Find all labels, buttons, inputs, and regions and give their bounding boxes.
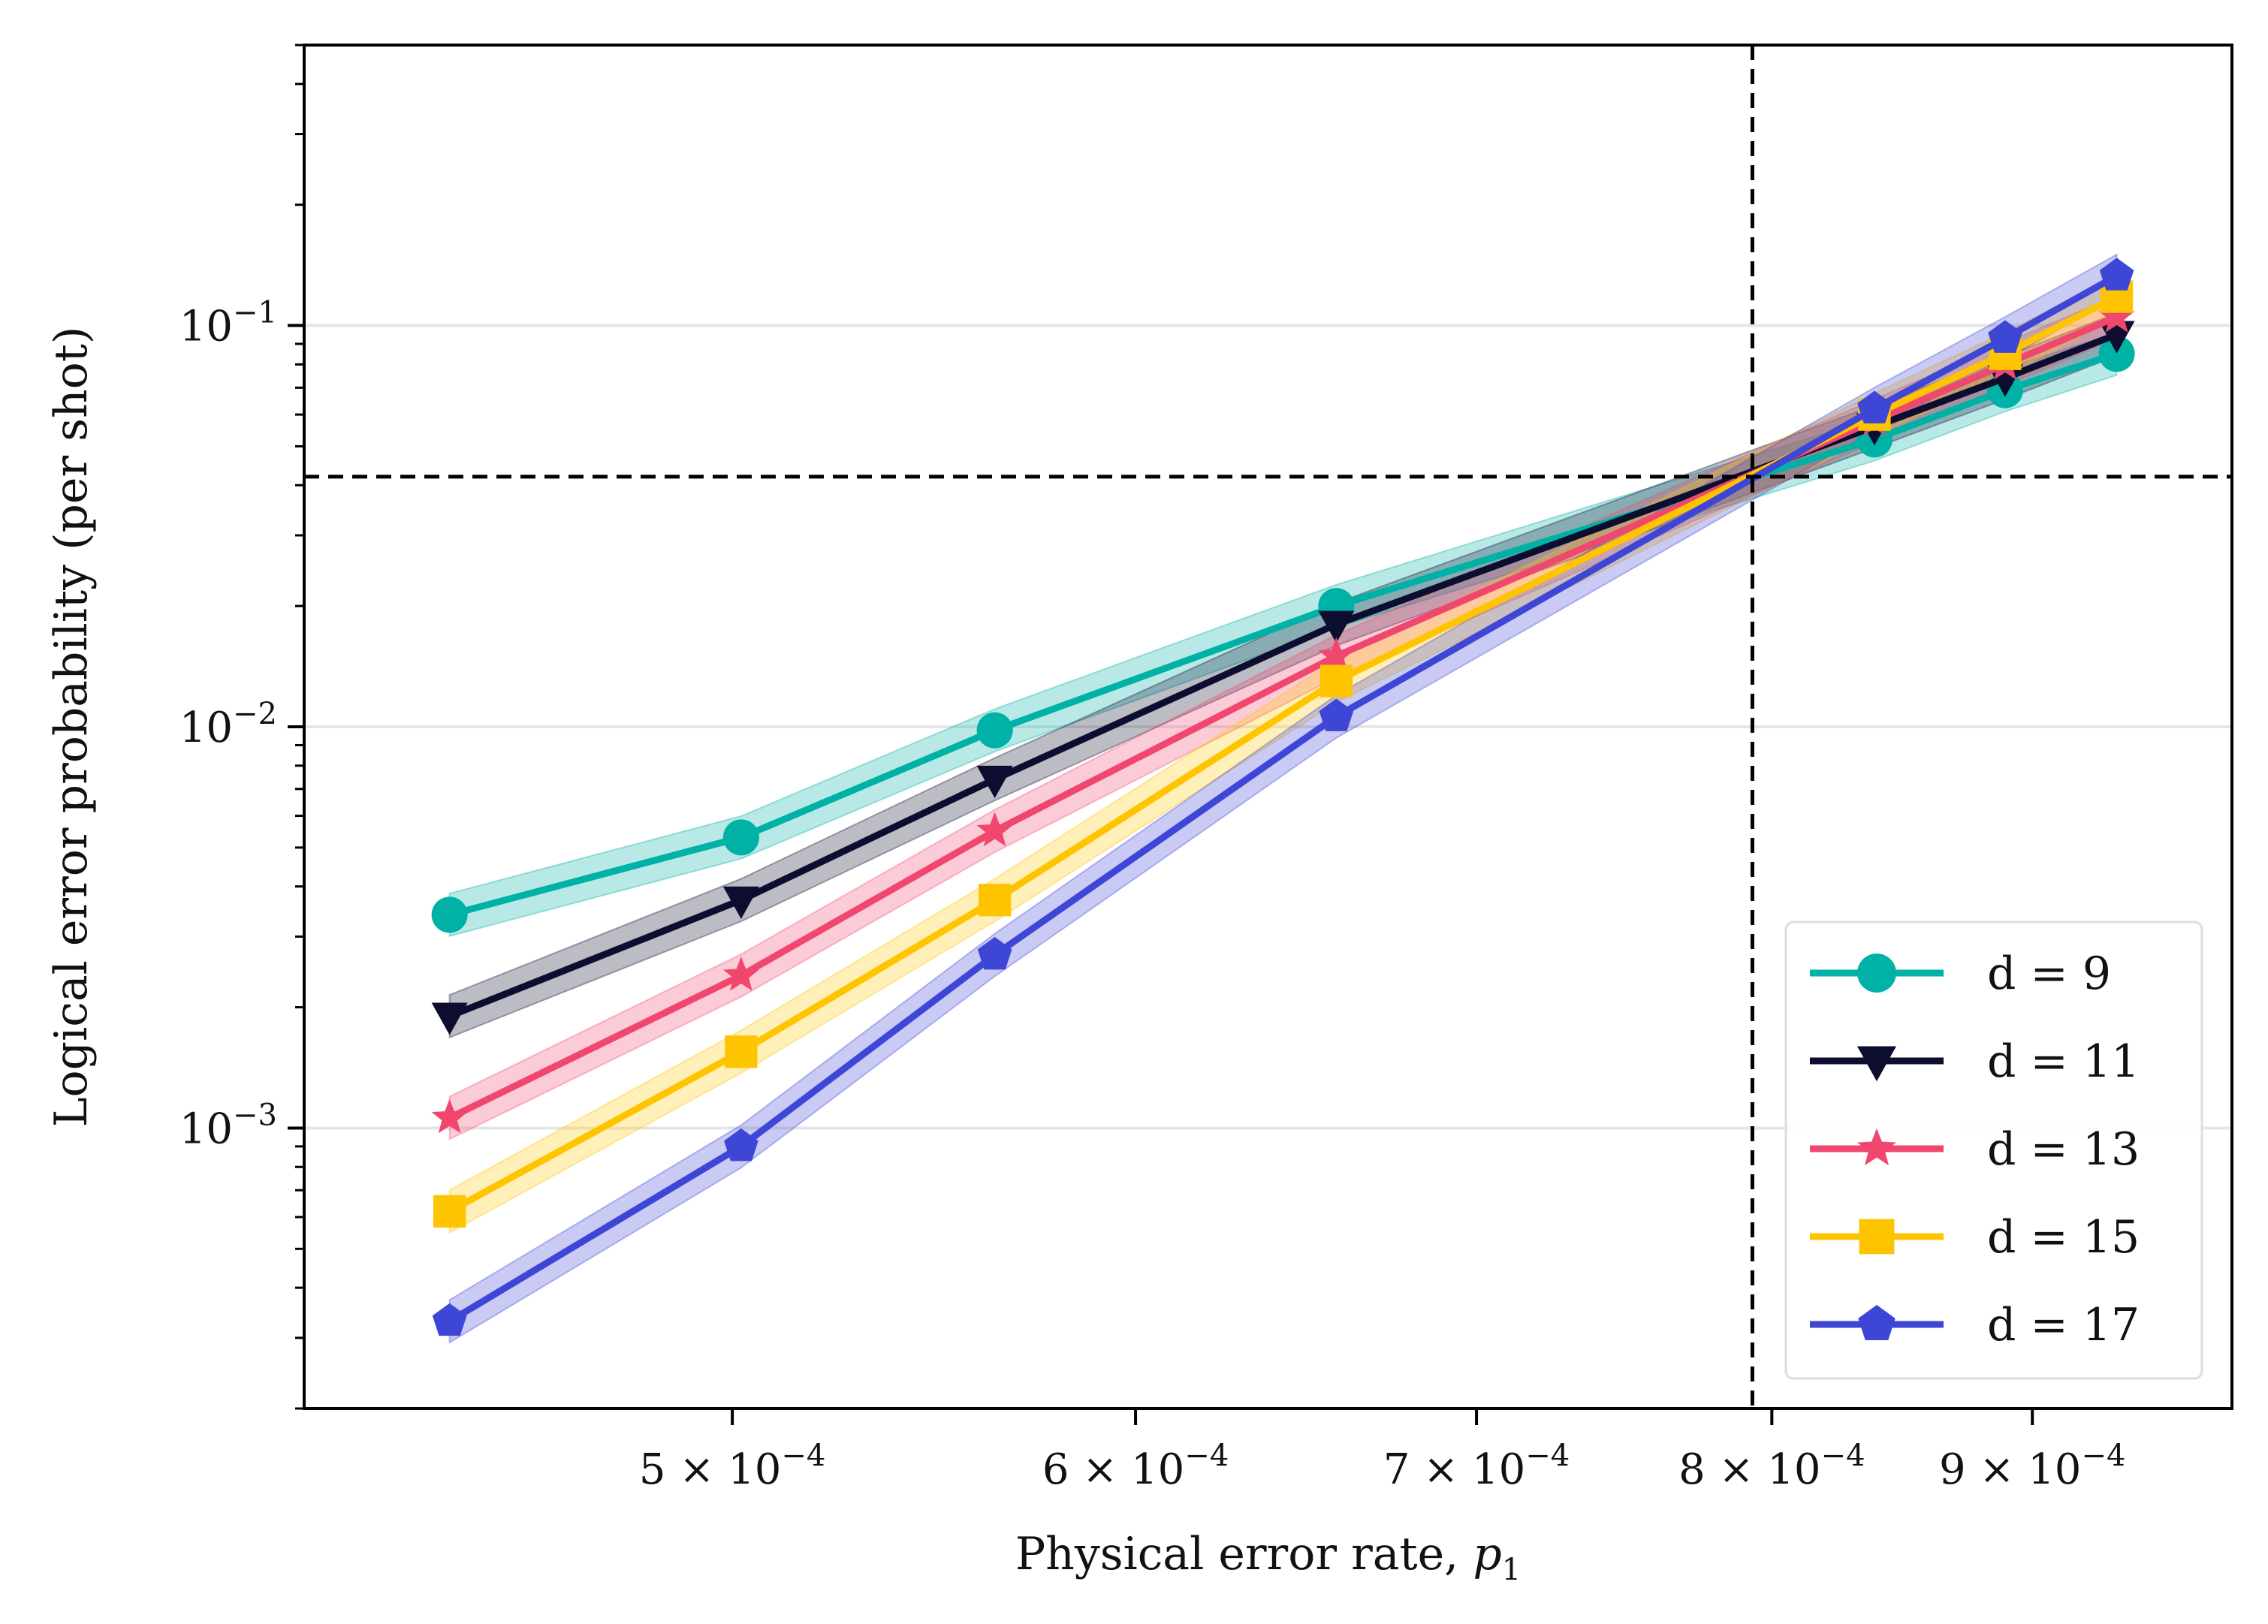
data-point-1-3	[1318, 610, 1355, 643]
legend-marker-3	[1859, 1219, 1895, 1255]
data-point-2-1	[722, 957, 759, 991]
data-point-4-6	[2099, 258, 2134, 291]
legend: d = 9 d = 11 d = 13 d = 15 d = 17	[1810, 948, 2140, 1351]
legend-label-0: d = 9	[1987, 948, 2111, 1000]
legend-marker-2	[1857, 1128, 1896, 1166]
data-point-4-4	[1857, 390, 1892, 423]
x-tick-label-1: 6 × 10−4	[1042, 1439, 1229, 1494]
x-tick-label-2: 7 × 10−4	[1383, 1439, 1570, 1494]
plot-area	[431, 253, 2135, 1344]
x-axis-label: Physical error rate, p1	[1015, 1528, 1521, 1587]
data-point-2-0	[431, 1098, 468, 1134]
data-point-4-0	[432, 1303, 467, 1336]
data-point-4-3	[1319, 698, 1354, 731]
data-point-4-2	[977, 936, 1012, 970]
data-point-2-6	[2098, 298, 2135, 333]
data-point-0-0	[431, 896, 468, 933]
x-tick-label-0: 5 × 10−4	[639, 1439, 825, 1494]
data-point-2-3	[1318, 637, 1355, 672]
data-point-4-1	[724, 1128, 759, 1162]
legend-label-2: d = 13	[1987, 1123, 2140, 1176]
data-point-3-3	[1319, 664, 1353, 698]
data-point-1-1	[722, 886, 759, 919]
data-point-3-2	[979, 884, 1012, 917]
x-tick-label-4: 9 × 10−4	[1939, 1439, 2125, 1494]
x-tick-label-3: 8 × 10−4	[1678, 1439, 1865, 1494]
y-axis-label: Logical error probability (per shot)	[45, 327, 98, 1128]
data-point-2-2	[976, 812, 1013, 847]
legend-marker-4	[1858, 1305, 1896, 1341]
y-tick-label-2: 10−1	[179, 296, 277, 351]
legend-label-1: d = 11	[1987, 1035, 2140, 1088]
data-point-0-6	[2098, 336, 2135, 372]
legend-label-3: d = 15	[1987, 1211, 2140, 1264]
data-point-1-0	[431, 1002, 468, 1035]
y-tick-label-0: 10−3	[179, 1098, 277, 1153]
data-point-3-0	[433, 1195, 466, 1228]
legend-marker-0	[1857, 954, 1896, 993]
legend-label-4: d = 17	[1987, 1299, 2140, 1351]
legend-marker-1	[1857, 1046, 1896, 1082]
data-point-0-1	[722, 819, 759, 856]
legend-box	[1784, 920, 2203, 1380]
data-point-4-5	[1988, 320, 2022, 353]
data-point-3-1	[725, 1035, 758, 1068]
data-point-0-2	[976, 712, 1013, 749]
y-tick-label-1: 10−2	[179, 697, 277, 752]
data-point-1-2	[976, 765, 1013, 799]
